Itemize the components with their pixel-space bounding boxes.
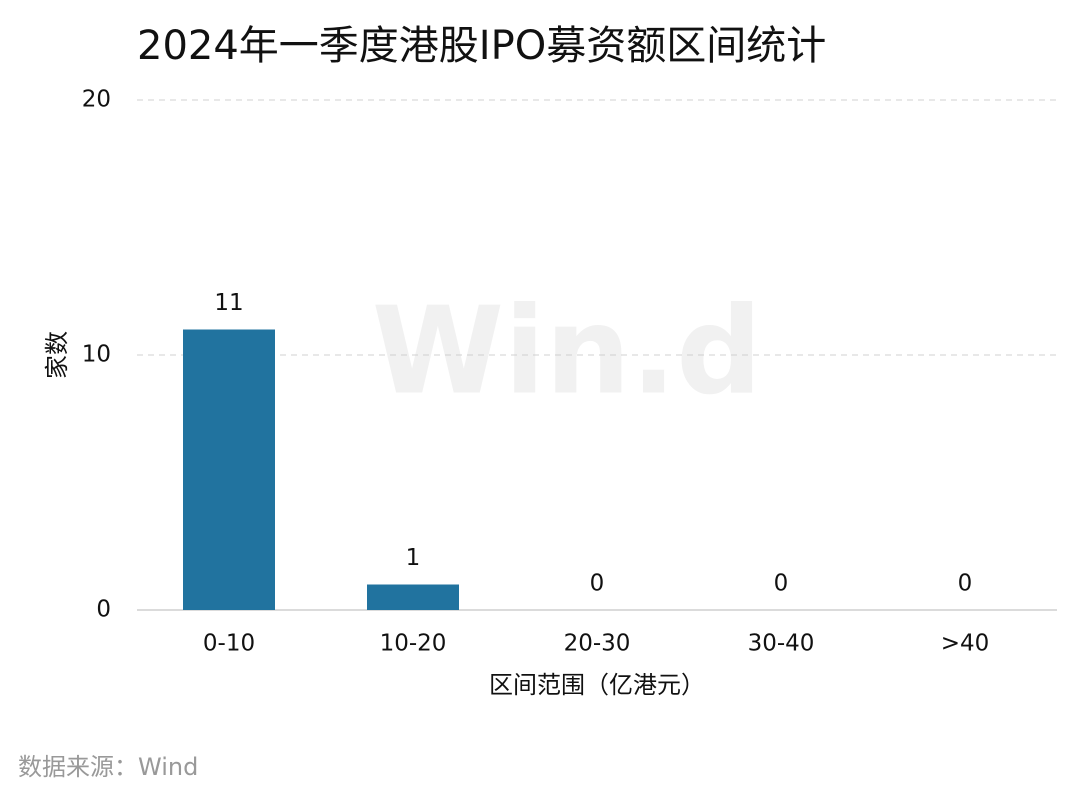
x-tick-label: 30-40 [748,631,815,657]
data-label: 11 [214,290,243,316]
x-tick-label: >40 [941,631,990,657]
chart-title: 2024年一季度港股IPO募资额区间统计 [137,23,826,69]
x-tick-label: 20-30 [564,631,631,657]
bar [183,329,275,610]
source-note: 数据来源：Wind [18,753,198,781]
x-tick-label: 0-10 [203,631,255,657]
x-tick-label: 10-20 [380,631,447,657]
y-tick-label: 20 [82,87,111,113]
data-label: 0 [590,571,605,597]
y-tick-label: 0 [96,597,111,623]
data-label: 0 [958,571,973,597]
y-tick-label: 10 [82,342,111,368]
data-label: 0 [774,571,789,597]
x-axis-label: 区间范围（亿港元） [489,671,705,699]
watermark: Win.d [372,283,762,422]
y-axis-label: 家数 [43,331,71,379]
data-label: 1 [406,545,421,571]
bar [367,584,459,610]
